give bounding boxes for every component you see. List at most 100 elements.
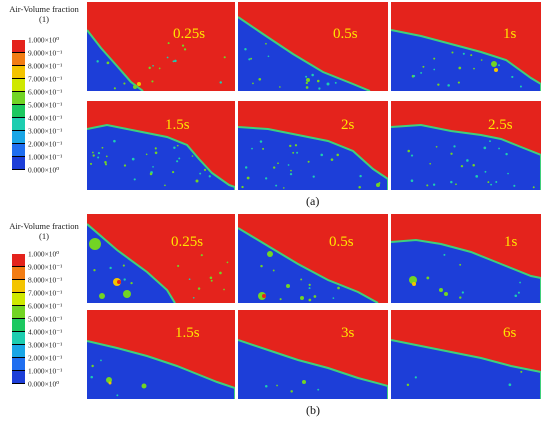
time-label: 2s <box>341 117 355 133</box>
air-pocket <box>439 288 443 292</box>
water-region <box>87 125 235 190</box>
volume-fraction-field <box>87 123 235 190</box>
air-pocket <box>494 68 498 72</box>
bubble <box>508 383 512 387</box>
bubble <box>123 164 127 167</box>
bubble <box>308 287 311 290</box>
bubble <box>318 87 321 90</box>
panel-b-4: 1.5s <box>87 310 235 399</box>
bubble <box>262 147 265 150</box>
water-region <box>238 340 388 399</box>
air-pocket <box>123 290 131 298</box>
bubble <box>320 153 324 157</box>
bubble <box>426 276 430 280</box>
legend-a-title: Air-Volume fraction <box>9 4 79 14</box>
bubble <box>90 375 93 379</box>
bubble <box>154 147 157 150</box>
colorbar-segment <box>12 371 25 384</box>
bubble <box>273 166 276 169</box>
bubble <box>250 57 253 60</box>
bubble <box>158 67 161 70</box>
bubble <box>246 176 250 180</box>
bubble <box>307 160 310 163</box>
bubble <box>489 140 491 143</box>
bubble <box>447 84 450 87</box>
bubble <box>483 146 487 150</box>
volume-fraction-field <box>391 238 541 303</box>
bubble <box>495 180 498 184</box>
bubble <box>450 180 453 184</box>
colorbar-tick-label: 1.000×10⁻¹ <box>28 366 63 376</box>
colorbar-tick-label: 9.000×10⁻¹ <box>28 48 63 58</box>
bubble <box>164 184 166 187</box>
bubble <box>458 66 462 70</box>
bubble <box>507 172 509 175</box>
bubble <box>459 263 462 266</box>
bubble <box>279 86 281 88</box>
air-pocket <box>444 292 448 296</box>
colorbar-tick-label: 2.000×10⁻¹ <box>28 139 63 149</box>
bubble <box>453 145 456 148</box>
bubble <box>145 153 148 156</box>
air-water-interface <box>391 123 541 190</box>
colorbar-segment <box>12 144 25 157</box>
bubble <box>104 161 107 164</box>
bubble <box>305 81 308 85</box>
air-water-interface <box>391 339 541 399</box>
panel-b-6: 6s <box>391 310 541 399</box>
air-water-interface <box>87 223 176 303</box>
bubble <box>437 83 440 86</box>
panel-a-6: 2.5s <box>391 101 541 190</box>
bubble <box>457 81 460 84</box>
bubble <box>455 183 457 186</box>
colorbar-tick-label: 0.000×10⁰ <box>28 165 60 175</box>
volume-fraction-field <box>87 29 226 91</box>
bubble <box>248 58 251 61</box>
bubble <box>178 157 181 160</box>
bubble <box>406 383 410 387</box>
colorbar-tick-label: 4.000×10⁻¹ <box>28 113 63 123</box>
bubble <box>290 390 293 393</box>
water-region <box>238 127 388 190</box>
panel-a-2: 0.5s <box>238 2 388 91</box>
bubble <box>519 85 522 88</box>
bubble <box>532 186 535 189</box>
time-label: 6s <box>503 325 517 341</box>
caption-b: (b) <box>306 403 320 417</box>
bubble <box>311 73 314 77</box>
time-label: 0.25s <box>171 234 204 250</box>
bubble <box>244 166 248 169</box>
bubble <box>252 82 254 85</box>
bubble <box>151 80 154 83</box>
air-pocket <box>133 85 137 89</box>
bubble <box>336 153 339 157</box>
bubble <box>498 64 500 67</box>
volume-fraction-field <box>238 227 379 303</box>
bubble <box>451 51 454 54</box>
bubble <box>432 183 436 186</box>
air-pocket <box>302 380 306 384</box>
colorbar-segment <box>12 40 25 53</box>
colorbar-tick-label: 1.000×10⁰ <box>28 249 60 259</box>
volume-fraction-field <box>238 16 371 91</box>
bubble <box>104 163 108 166</box>
bubble <box>359 174 362 178</box>
air-pocket <box>286 284 290 288</box>
air-pocket <box>409 276 417 284</box>
bubble <box>520 370 523 373</box>
bubble <box>152 64 154 67</box>
air-pocket <box>376 183 380 187</box>
colorbar-segment <box>12 254 25 267</box>
bubble <box>513 184 516 187</box>
bubble <box>410 179 414 183</box>
bubble <box>116 394 119 397</box>
bubble <box>219 271 222 275</box>
air-pocket <box>99 293 105 299</box>
air-water-interface <box>238 126 388 190</box>
colorbar-segment <box>12 92 25 105</box>
bubble <box>123 278 126 281</box>
colorbar-segment <box>12 358 25 371</box>
air-pocket <box>117 280 121 284</box>
bubble <box>466 159 469 162</box>
bubble <box>176 160 179 163</box>
